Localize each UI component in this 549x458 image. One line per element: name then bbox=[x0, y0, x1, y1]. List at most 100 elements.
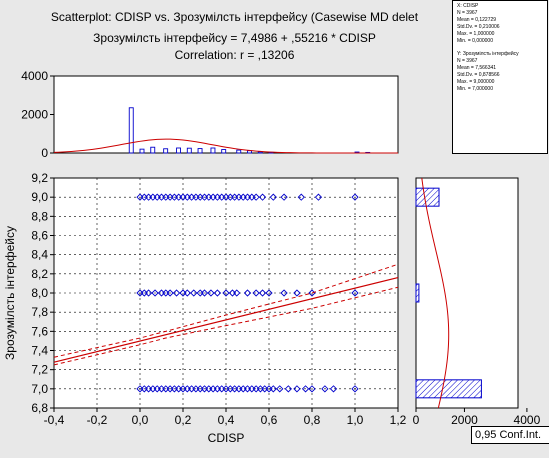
hist-y-tick-label: 0 bbox=[413, 413, 420, 427]
scatter-point bbox=[179, 289, 187, 297]
scatter-point bbox=[230, 193, 239, 201]
confidence-upper bbox=[53, 263, 399, 358]
scatter-point bbox=[136, 289, 144, 297]
stats-y-line: Max. = 9,000000 bbox=[457, 79, 495, 85]
scatter-point bbox=[166, 385, 174, 393]
regression-lines bbox=[53, 263, 399, 366]
x-tick-label: 0,0 bbox=[132, 413, 149, 427]
scatter-point bbox=[140, 385, 148, 393]
y-tick-label: 7,4 bbox=[31, 344, 48, 358]
confidence-legend: 0,95 Conf.Int. bbox=[471, 426, 549, 444]
y-tick-label: 7,8 bbox=[31, 305, 48, 319]
x-tick-label: 0,8 bbox=[304, 413, 321, 427]
scatter-point bbox=[179, 193, 187, 201]
scatter-point bbox=[200, 193, 209, 201]
hist-x-tick-label: 0 bbox=[41, 146, 48, 160]
y-tick-label: 8,0 bbox=[31, 286, 48, 300]
scatter-point bbox=[205, 385, 213, 393]
scatter-point bbox=[239, 385, 247, 393]
y-tick-label: 9,2 bbox=[31, 171, 48, 185]
histogram-x-frame bbox=[53, 75, 399, 154]
scatter-point bbox=[314, 193, 323, 201]
hist-y-bar bbox=[415, 379, 482, 399]
x-tick-label: -0,2 bbox=[87, 413, 108, 427]
scatter-point bbox=[175, 193, 183, 201]
stats-x-line: Mean = 0,122729 bbox=[457, 17, 497, 23]
scatter-point bbox=[200, 385, 209, 393]
hist-x-bar bbox=[236, 149, 242, 154]
scatter-point bbox=[192, 193, 200, 201]
scatter-point bbox=[243, 193, 252, 201]
hist-x-bar bbox=[128, 107, 134, 154]
scatter-point bbox=[196, 193, 204, 201]
hist-y-normal-curve bbox=[421, 177, 450, 409]
x-tick-label: 0,2 bbox=[175, 413, 192, 427]
scatter-point bbox=[144, 385, 153, 393]
scatter-point bbox=[276, 385, 284, 393]
scatter-point bbox=[222, 385, 230, 393]
scatter-point bbox=[140, 193, 148, 201]
chart-title: Scatterplot: CDISP vs. Зрозумілсть інтер… bbox=[50, 10, 419, 24]
y-tick-label: 9,0 bbox=[31, 190, 48, 204]
y-tick-label: 7,2 bbox=[31, 363, 48, 377]
scatter-point bbox=[248, 385, 256, 393]
statistics-box: X: CDISP N = 3967 Mean = 0,122729 Std.Dv. =… bbox=[452, 0, 548, 154]
scatter-point bbox=[239, 193, 247, 201]
stats-x-line: X: CDISP bbox=[457, 3, 479, 9]
x-tick-label: 1,2 bbox=[390, 413, 407, 427]
y-tick-label: 8,6 bbox=[31, 229, 48, 243]
stats-y-block: Y: Зрозумілсть інтерфейсу N = 3967 Mean = … bbox=[457, 51, 543, 93]
x-tick-label: 0,4 bbox=[218, 413, 235, 427]
scatter-point bbox=[280, 289, 288, 297]
y-axis-label: Зрозумілсть інтерфейсу bbox=[3, 226, 17, 360]
scatter-point bbox=[162, 289, 170, 297]
hist-x-bar bbox=[197, 148, 203, 154]
scatter-point bbox=[235, 385, 243, 393]
scatter-point bbox=[153, 385, 161, 393]
x-tick-label: 0,6 bbox=[261, 413, 278, 427]
scatter-point bbox=[149, 385, 157, 393]
stats-y-line: Std.Dv. = 0,878566 bbox=[457, 72, 500, 78]
scatter-point bbox=[213, 385, 222, 393]
scatter-point bbox=[280, 193, 288, 201]
scatter-point bbox=[351, 193, 359, 201]
scatter-point bbox=[308, 385, 316, 393]
x-tick-label: 1,0 bbox=[347, 413, 364, 427]
scatter-point bbox=[187, 385, 196, 393]
hist-y-tick-label: 2000 bbox=[451, 413, 478, 427]
scatter-point bbox=[321, 385, 329, 393]
stats-x-line: Min. = 0,000000 bbox=[457, 38, 493, 44]
scatter-point bbox=[209, 193, 217, 201]
scatter-point bbox=[293, 289, 301, 297]
scatter-point bbox=[183, 193, 191, 201]
stats-y-line: Mean = 7,566341 bbox=[457, 65, 497, 71]
hist-y-bar bbox=[415, 283, 420, 303]
y-tick-label: 8,4 bbox=[31, 248, 48, 262]
scatter-point bbox=[136, 385, 144, 393]
scatter-point bbox=[196, 385, 204, 393]
scatter-points bbox=[136, 193, 359, 393]
scatter-point bbox=[192, 385, 200, 393]
scatter-point bbox=[226, 193, 234, 201]
scatter-point bbox=[162, 193, 170, 201]
regression-equation: Зрозумілсть інтерфейсу = 7,4986 + ,55216… bbox=[93, 31, 376, 45]
y-tick-label: 8,8 bbox=[31, 209, 48, 223]
x-axis-label: CDISP bbox=[208, 431, 245, 445]
stats-x-line: Max. = 1,000000 bbox=[457, 31, 495, 37]
y-tick-label: 7,0 bbox=[31, 382, 48, 396]
scatter-point bbox=[218, 193, 226, 201]
stats-x-line: Std.Dv. = 0,210006 bbox=[457, 24, 500, 30]
x-tick-label: -0,4 bbox=[44, 413, 65, 427]
scatter-point bbox=[230, 385, 239, 393]
scatter-point bbox=[136, 193, 144, 201]
stats-x-line: N = 3967 bbox=[457, 10, 478, 16]
scatter-point bbox=[162, 385, 170, 393]
scatter-point bbox=[218, 385, 226, 393]
histogram-x: 0 2000 4000 bbox=[21, 69, 399, 160]
hist-x-bar bbox=[186, 147, 192, 154]
hist-x-bar bbox=[139, 148, 145, 154]
y-tick-label: 7,6 bbox=[31, 324, 48, 338]
scatter-point bbox=[269, 193, 277, 201]
hist-x-bar bbox=[150, 146, 156, 154]
